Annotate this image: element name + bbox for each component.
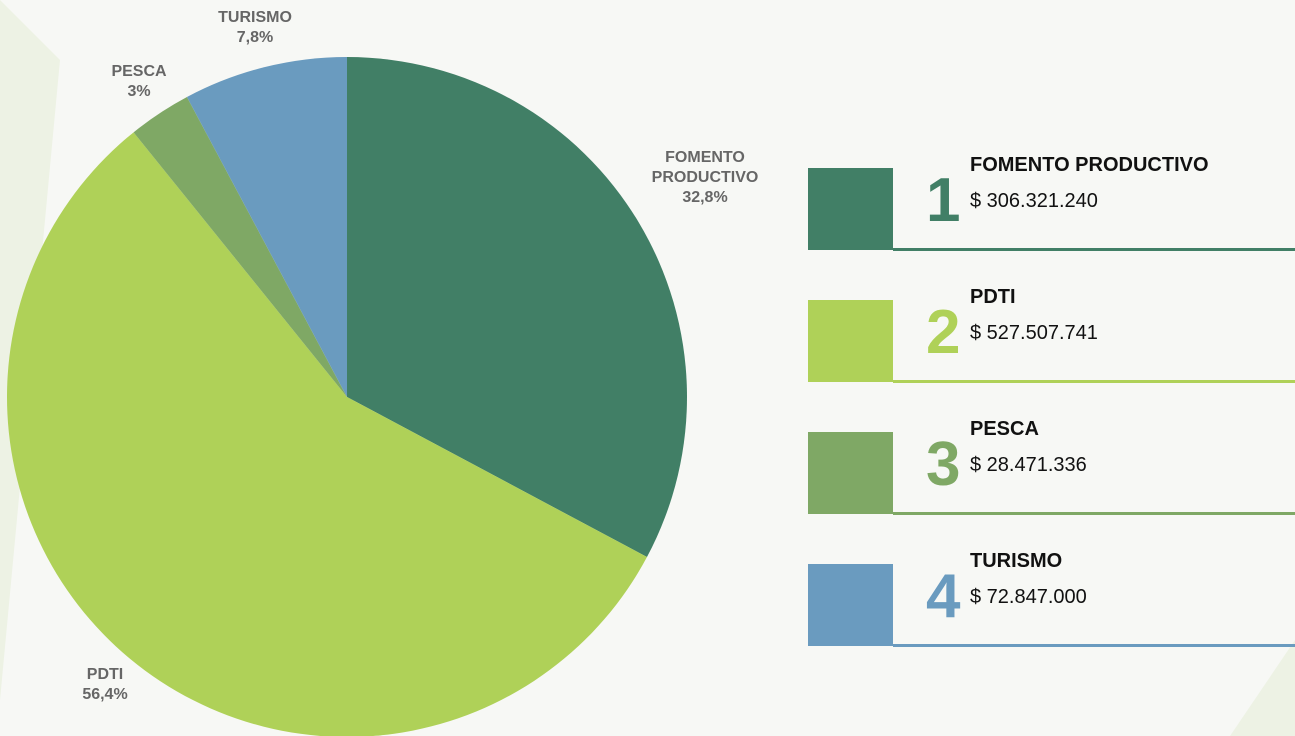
slice-label: PDTI 56,4% bbox=[30, 665, 180, 705]
legend-item: 1 FOMENTO PRODUCTIVO $ 306.321.240 bbox=[808, 154, 1295, 253]
legend-item: 2 PDTI $ 527.507.741 bbox=[808, 286, 1295, 385]
legend-swatch bbox=[808, 168, 893, 250]
legend-name: PESCA bbox=[970, 418, 1039, 440]
pie-slice bbox=[347, 57, 687, 558]
slice-label-name: PDTI bbox=[86, 666, 124, 683]
slice-label: PESCA 3% bbox=[64, 62, 214, 102]
legend-rule bbox=[893, 380, 1295, 383]
slice-label-value: 3% bbox=[127, 83, 151, 100]
pie bbox=[7, 57, 687, 736]
slice-label-value: 32,8% bbox=[682, 189, 728, 206]
background-shape bbox=[1230, 640, 1295, 736]
slice-label-name: TURISMO bbox=[218, 9, 292, 26]
legend-amount: $ 527.507.741 bbox=[970, 322, 1098, 344]
legend-item: 4 TURISMO $ 72.847.000 bbox=[808, 550, 1295, 649]
legend-amount: $ 72.847.000 bbox=[970, 586, 1087, 608]
legend-rank: 4 bbox=[926, 562, 961, 631]
slice-label: TURISMO 7,8% bbox=[180, 8, 330, 48]
slice-label: FOMENTO PRODUCTIVO 32,8% bbox=[630, 148, 780, 208]
legend-name: FOMENTO PRODUCTIVO bbox=[970, 154, 1209, 176]
legend-rule bbox=[893, 644, 1295, 647]
legend-amount: $ 28.471.336 bbox=[970, 454, 1087, 476]
pie-slice bbox=[186, 57, 347, 397]
legend-item: 3 PESCA $ 28.471.336 bbox=[808, 418, 1295, 517]
pie-slice bbox=[133, 97, 347, 397]
slice-label-name: FOMENTO PRODUCTIVO bbox=[651, 149, 759, 186]
legend-swatch bbox=[808, 564, 893, 646]
legend-rank: 1 bbox=[926, 166, 961, 235]
legend-amount: $ 306.321.240 bbox=[970, 190, 1098, 212]
legend-swatch bbox=[808, 300, 893, 382]
legend-rank: 2 bbox=[926, 298, 961, 367]
slice-label-name: PESCA bbox=[111, 63, 167, 80]
legend-rule bbox=[893, 512, 1295, 515]
slice-label-value: 7,8% bbox=[236, 29, 274, 46]
legend-name: PDTI bbox=[970, 286, 1016, 308]
legend-rule bbox=[893, 248, 1295, 251]
legend-name: TURISMO bbox=[970, 550, 1063, 572]
legend-swatch bbox=[808, 432, 893, 514]
slice-label-value: 56,4% bbox=[82, 686, 128, 703]
legend-rank: 3 bbox=[926, 430, 961, 499]
pie-slice bbox=[7, 132, 647, 736]
